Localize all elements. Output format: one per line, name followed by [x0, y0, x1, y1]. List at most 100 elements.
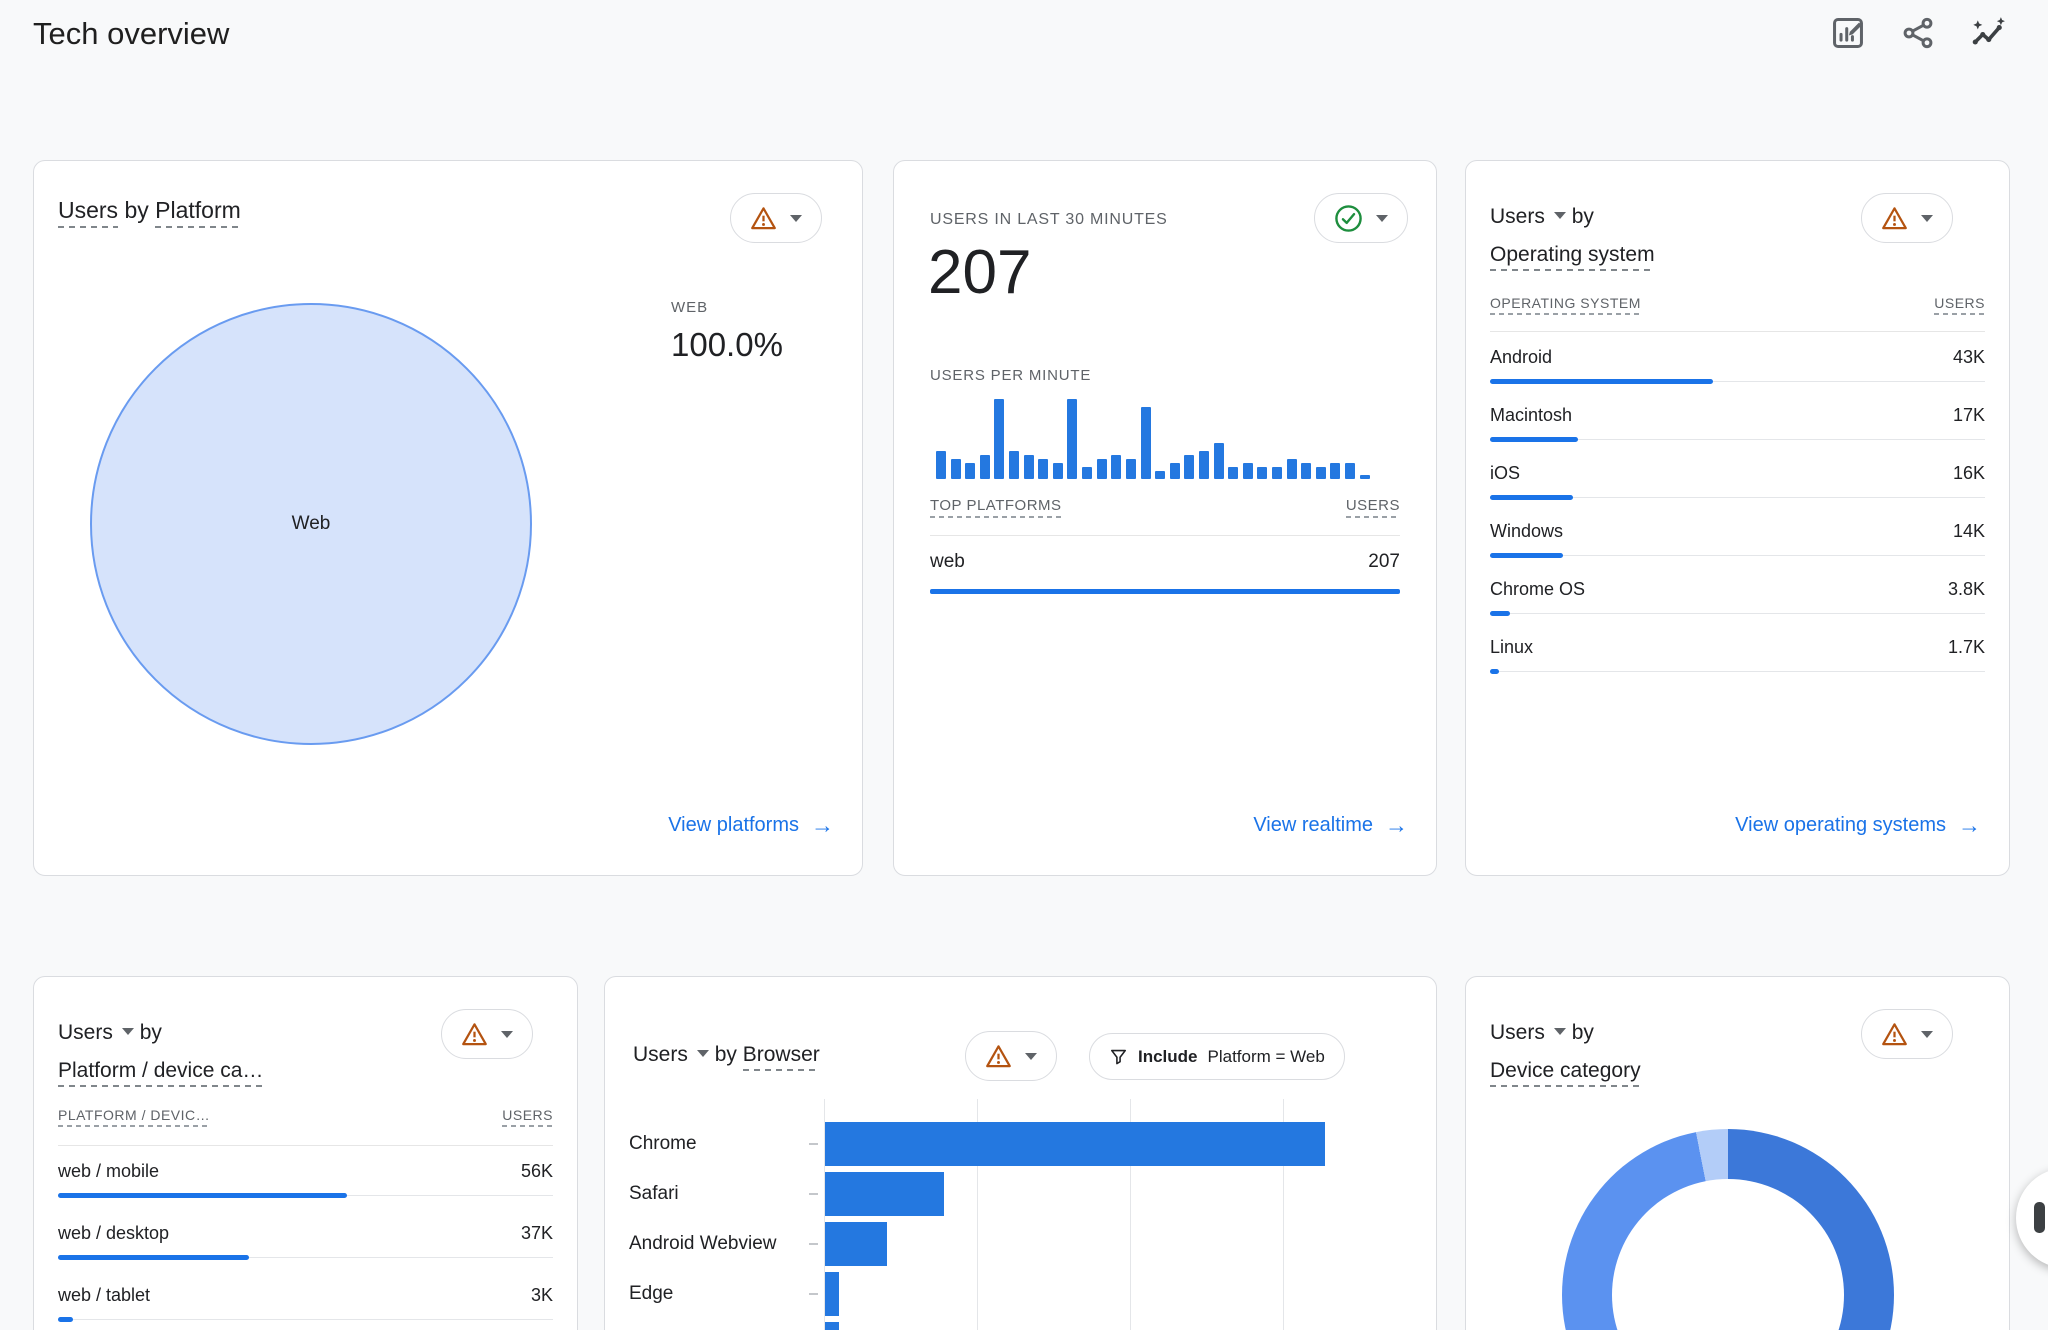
- dimension-operating-system[interactable]: Operating system: [1490, 243, 1655, 271]
- col-users[interactable]: USERS: [1345, 497, 1400, 518]
- pie-slice-label: Web: [291, 513, 331, 534]
- axis-tick: [809, 1243, 818, 1245]
- warning-icon: [986, 1044, 1011, 1067]
- legend-value: 100.0%: [671, 326, 783, 363]
- list-item: Chrome OS 3.8K: [1490, 579, 1985, 616]
- spark-bar: [1286, 459, 1297, 479]
- realtime-value: 207: [928, 238, 1032, 307]
- list-item: web / tablet 3K: [58, 1285, 553, 1322]
- spark-bar: [1257, 467, 1268, 479]
- bar-next: [825, 1322, 839, 1330]
- spark-bar: [1184, 455, 1195, 479]
- spark-bar: [1082, 467, 1093, 479]
- dimension-browser[interactable]: Browser: [742, 1043, 820, 1071]
- warning-icon: [1882, 206, 1907, 229]
- dimension-device-category[interactable]: Device category: [1490, 1059, 1641, 1087]
- chevron-down-icon: [121, 1028, 134, 1036]
- divider: [58, 1145, 553, 1146]
- spark-bar: [1169, 463, 1180, 479]
- list-item: iOS 16K: [1490, 463, 1985, 500]
- sampling-warning-dropdown[interactable]: [730, 193, 822, 243]
- axis-tick: [809, 1293, 818, 1295]
- value-bar: [1490, 553, 1563, 558]
- sampling-warning-dropdown[interactable]: [965, 1031, 1057, 1081]
- edit-dashboard-icon[interactable]: [1828, 14, 1868, 52]
- metric-users[interactable]: Users: [58, 197, 119, 228]
- col-platform-device[interactable]: PLATFORM / DEVIC…: [58, 1107, 211, 1127]
- spark-bar: [1009, 451, 1020, 479]
- view-platforms-link[interactable]: View platforms →: [668, 812, 834, 838]
- card-title-line2: Operating system: [1490, 243, 1655, 271]
- bar-safari: [825, 1172, 944, 1216]
- metric-users[interactable]: Users: [58, 1021, 113, 1044]
- card-title-line2: Device category: [1490, 1059, 1641, 1087]
- view-realtime-link[interactable]: View realtime →: [1253, 812, 1408, 838]
- card-users-by-device-category: Users by Device category: [1465, 976, 2010, 1330]
- table-row: web 207: [930, 551, 1400, 573]
- spark-bar: [1067, 399, 1078, 479]
- bar-row: Chrome: [605, 1122, 1436, 1166]
- value-bar: [1490, 611, 1510, 616]
- dimension-platform-device[interactable]: Platform / device ca…: [58, 1059, 264, 1087]
- spark-bar: [1198, 451, 1209, 479]
- sampling-warning-dropdown[interactable]: [1861, 193, 1953, 243]
- bar-row: Android Webview: [605, 1222, 1436, 1266]
- spark-bar: [979, 455, 990, 479]
- spark-bar: [1096, 459, 1107, 479]
- col-top-platforms[interactable]: TOP PLATFORMS: [930, 497, 1062, 518]
- spark-bar: [1155, 471, 1166, 479]
- list-header: OPERATING SYSTEM USERS: [1490, 295, 1985, 315]
- col-operating-system[interactable]: OPERATING SYSTEM: [1490, 295, 1641, 315]
- pie-legend: WEB 100.0%: [671, 299, 783, 364]
- col-users[interactable]: USERS: [1934, 295, 1985, 315]
- fab-glyph-icon: [2034, 1202, 2045, 1233]
- filter-chip[interactable]: Include Platform = Web: [1089, 1033, 1345, 1080]
- value-bar: [1490, 669, 1499, 674]
- gridline: [1283, 1099, 1284, 1330]
- row-label: web: [930, 551, 965, 572]
- gridline: [977, 1099, 978, 1330]
- chevron-down-icon: [1921, 214, 1933, 222]
- bar-chrome: [825, 1122, 1325, 1166]
- insights-fab[interactable]: [2016, 1168, 2048, 1268]
- sampling-warning-dropdown[interactable]: [1861, 1009, 1953, 1059]
- card-users-by-os: Users by Operating system OPERATING SYST…: [1465, 160, 2010, 876]
- legend-key: WEB: [671, 299, 709, 316]
- status-ok-dropdown[interactable]: [1314, 193, 1408, 243]
- col-users[interactable]: USERS: [502, 1107, 553, 1127]
- chevron-down-icon: [1025, 1052, 1037, 1060]
- bar-android-webview: [825, 1222, 887, 1266]
- metric-users[interactable]: Users: [633, 1043, 688, 1066]
- spark-bar: [1301, 463, 1312, 479]
- spark-bar: [1330, 463, 1341, 479]
- metric-users[interactable]: Users: [1490, 205, 1545, 228]
- spark-bar: [1052, 463, 1063, 479]
- value-bar: [58, 1193, 347, 1198]
- view-operating-systems-link[interactable]: View operating systems →: [1735, 812, 1981, 838]
- card-title: Users by Platform: [58, 197, 241, 228]
- list-item: web / mobile 56K: [58, 1161, 553, 1198]
- value-bar: [58, 1255, 249, 1260]
- spark-bar: [1272, 467, 1283, 479]
- users-per-minute-chart: [936, 399, 1370, 479]
- gridline: [1130, 1099, 1131, 1330]
- spark-bar: [1140, 407, 1151, 479]
- bar-row: [605, 1322, 1436, 1330]
- card-title-line2: Platform / device ca…: [58, 1059, 264, 1087]
- axis-tick: [809, 1143, 818, 1145]
- metric-users[interactable]: Users: [1490, 1021, 1545, 1044]
- sampling-warning-dropdown[interactable]: [441, 1009, 533, 1059]
- list-item: web / desktop 37K: [58, 1223, 553, 1260]
- insights-icon[interactable]: [1968, 14, 2008, 52]
- chevron-down-icon: [1376, 214, 1388, 222]
- spark-bar: [1038, 459, 1049, 479]
- spark-bar: [1315, 467, 1326, 479]
- dimension-platform[interactable]: Platform: [155, 197, 241, 228]
- bar-edge: [825, 1272, 839, 1316]
- value-bar: [1490, 495, 1574, 500]
- spark-bar: [1345, 463, 1356, 479]
- chevron-down-icon: [1553, 1028, 1566, 1036]
- platform-pie-chart: Web: [90, 303, 532, 745]
- chevron-down-icon: [1921, 1030, 1933, 1038]
- share-icon[interactable]: [1898, 14, 1938, 52]
